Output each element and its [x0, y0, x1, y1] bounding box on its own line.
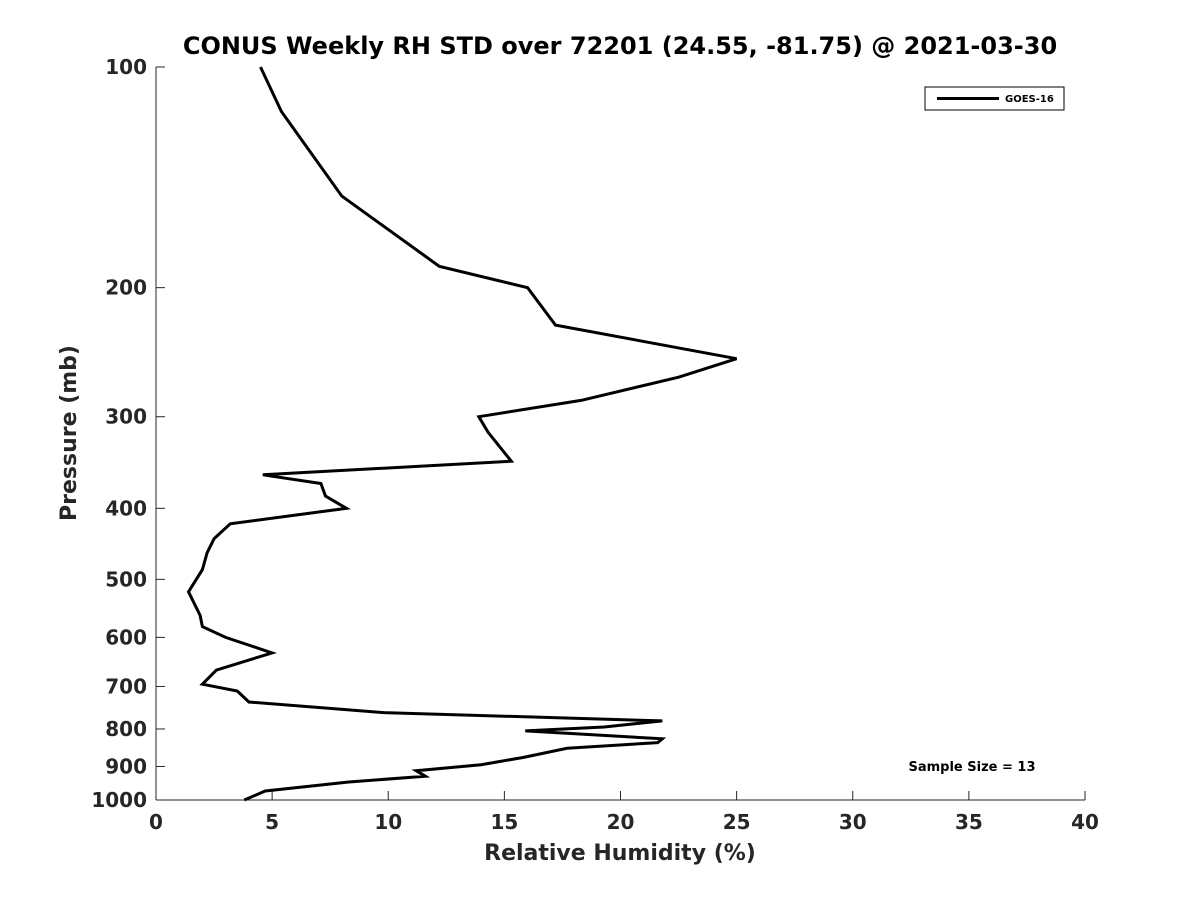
series-line-goes-16 — [186, 66, 738, 802]
chart-title: CONUS Weekly RH STD over 72201 (24.55, -… — [183, 32, 1057, 60]
x-axis-ticks: 0 5 10 15 20 25 30 35 40 — [149, 791, 1099, 834]
x-tick-label: 15 — [490, 810, 518, 834]
plot-axes — [155, 67, 1085, 801]
y-tick-label: 400 — [105, 496, 147, 520]
y-tick-label: 300 — [105, 405, 147, 429]
sample-size-annotation: Sample Size = 13 — [908, 760, 1035, 775]
y-tick-label: 200 — [105, 276, 147, 300]
x-tick-label: 30 — [839, 810, 867, 834]
y-tick-label: 900 — [105, 754, 147, 778]
x-tick-label: 0 — [149, 810, 163, 834]
y-tick-label: 100 — [105, 55, 147, 79]
x-axis-label: Relative Humidity (%) — [484, 841, 756, 866]
y-tick-label: 700 — [105, 674, 147, 698]
y-axis-ticks: 100 200 300 400 500 600 700 800 900 1000 — [91, 55, 165, 812]
legend-label-goes-16: GOES-16 — [1005, 94, 1054, 105]
x-tick-label: 35 — [955, 810, 983, 834]
x-tick-label: 10 — [374, 810, 402, 834]
y-tick-label: 500 — [105, 567, 147, 591]
y-tick-label: 600 — [105, 625, 147, 649]
y-tick-label: 800 — [105, 717, 147, 741]
x-tick-label: 40 — [1071, 810, 1099, 834]
x-tick-label: 25 — [723, 810, 751, 834]
y-tick-label: 1000 — [91, 788, 147, 812]
y-axis-label: Pressure (mb) — [57, 345, 82, 521]
x-tick-label: 20 — [607, 810, 635, 834]
x-tick-label: 5 — [265, 810, 279, 834]
legend: GOES-16 — [924, 86, 1065, 111]
